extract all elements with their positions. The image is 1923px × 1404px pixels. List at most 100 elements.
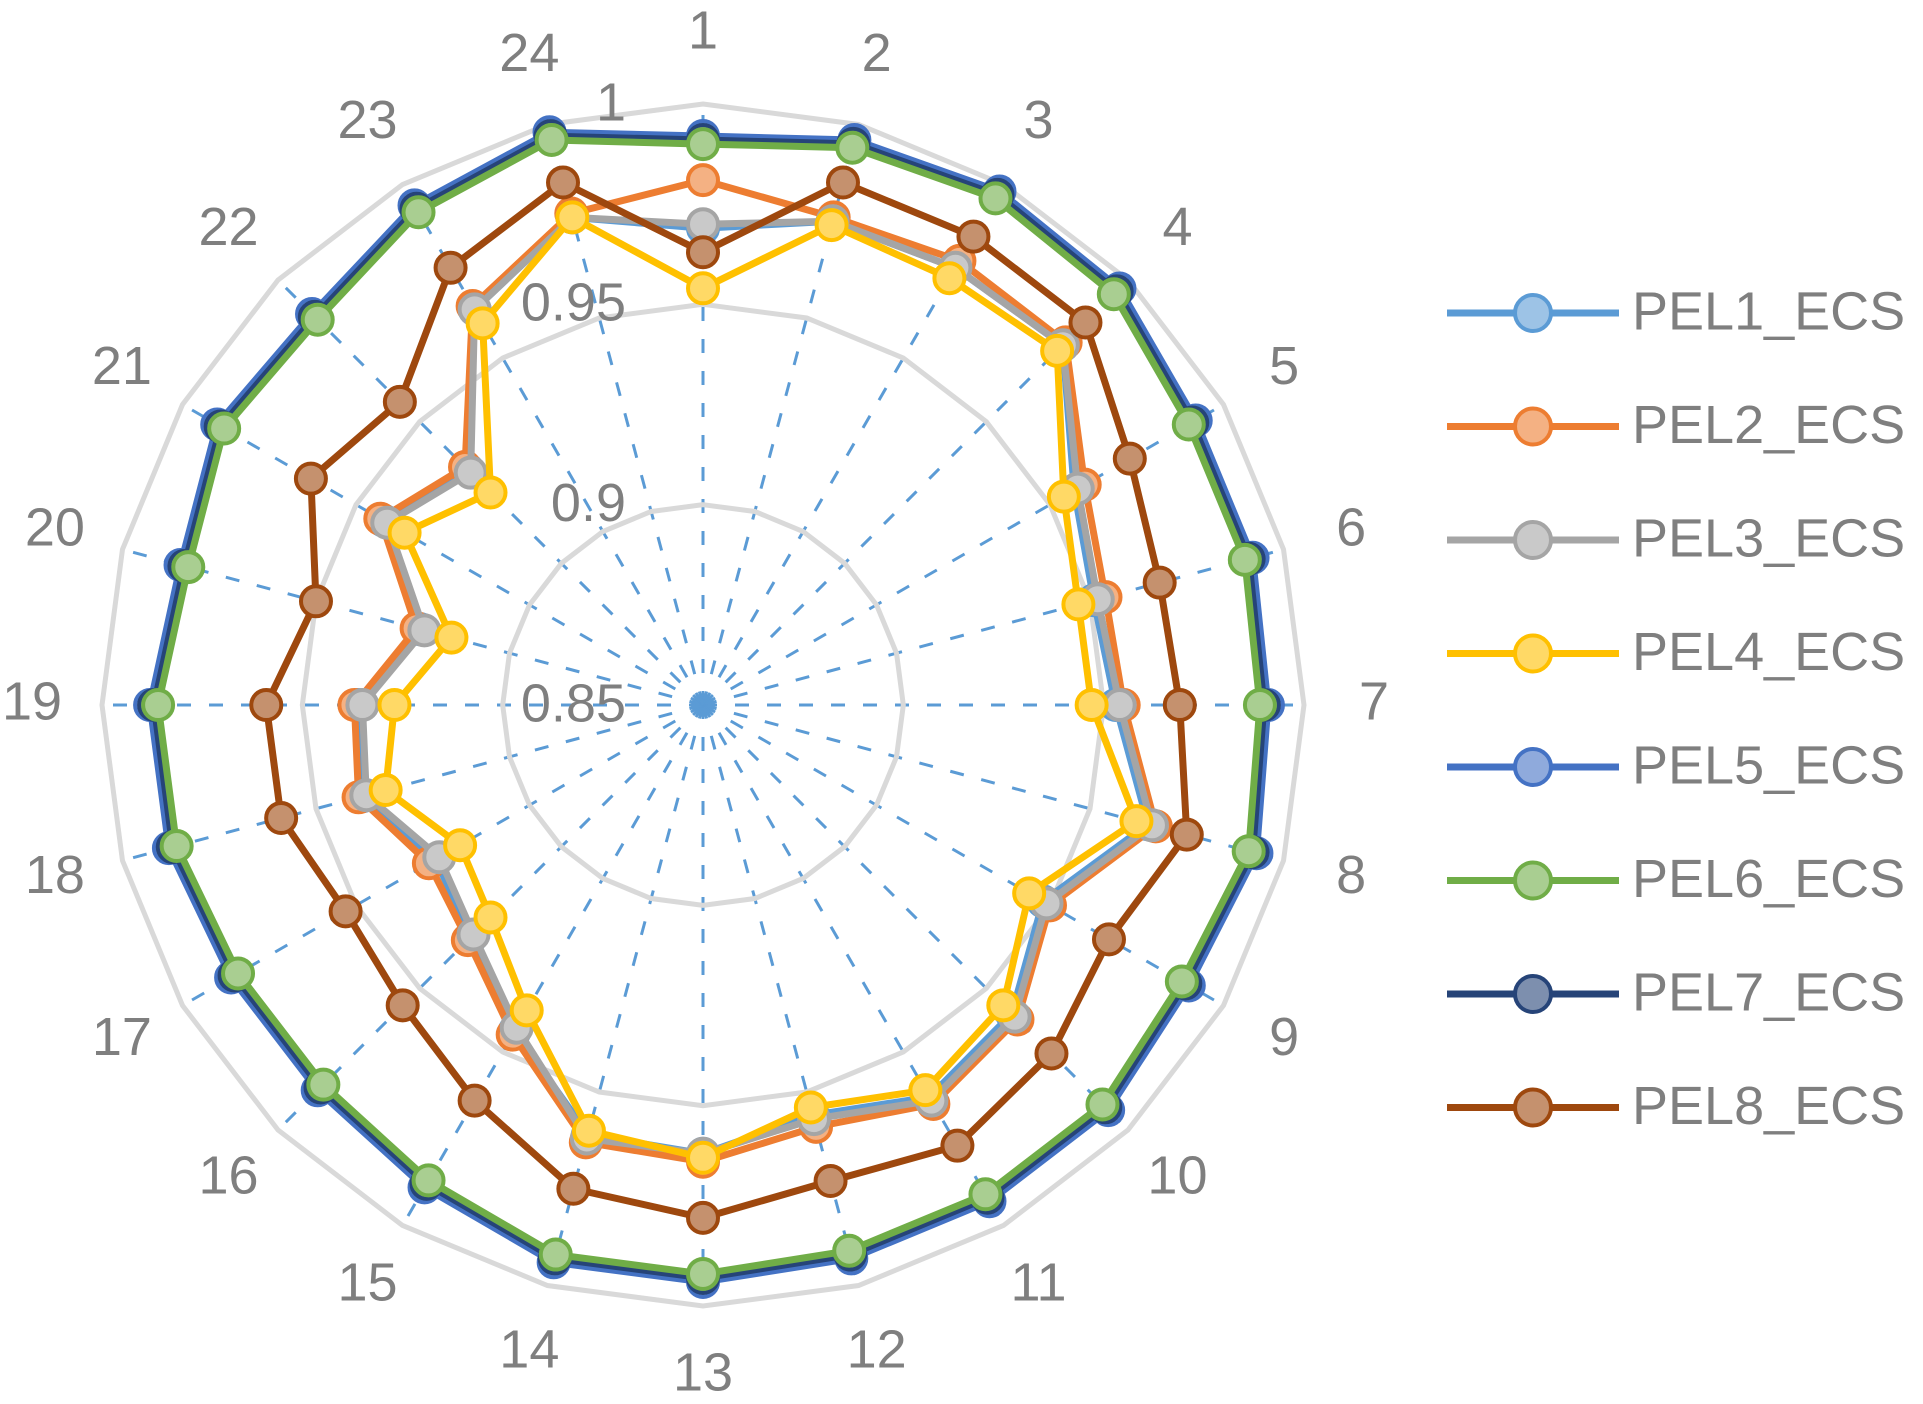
spoke: [401, 704, 705, 1227]
series-marker: [534, 122, 569, 157]
category-label: 14: [499, 1319, 559, 1379]
series-marker: [686, 1140, 720, 1175]
series-marker: [159, 829, 194, 864]
series-marker: [300, 302, 335, 337]
series-marker: [1061, 587, 1096, 622]
spoke: [702, 403, 1225, 707]
series-marker: [686, 235, 720, 270]
series-marker: [1012, 876, 1047, 911]
series-marker: [368, 773, 403, 808]
spoke: [181, 403, 704, 707]
r-tick-label: 0.9: [551, 473, 626, 533]
series-marker: [1091, 922, 1126, 957]
category-label: 9: [1269, 1007, 1299, 1067]
series-marker: [686, 1200, 720, 1235]
category-label: 5: [1269, 336, 1299, 396]
series-marker: [433, 250, 468, 285]
spoke: [701, 183, 1005, 706]
series-marker: [453, 455, 488, 490]
legend-marker: [1513, 293, 1553, 333]
legend-label: PEL6_ECS: [1632, 849, 1905, 909]
series-marker: [940, 1128, 975, 1163]
series-marker: [457, 1083, 492, 1118]
category-label: 22: [198, 197, 258, 257]
series-marker: [686, 163, 720, 198]
series-marker: [1040, 333, 1075, 368]
series-marker: [473, 475, 508, 510]
category-label: 17: [92, 1007, 152, 1067]
series-marker: [1231, 834, 1266, 869]
spoke: [702, 703, 1225, 1007]
series-marker: [1162, 688, 1197, 722]
spoke: [701, 278, 1130, 707]
series-marker: [556, 1171, 591, 1206]
series-marker: [411, 1163, 446, 1198]
r-tick-label: 0.95: [521, 273, 626, 333]
category-label: 6: [1336, 498, 1366, 558]
series-marker: [932, 261, 967, 296]
spoke: [701, 124, 860, 706]
r-tick-label: 0.85: [521, 673, 626, 733]
category-label: 23: [337, 90, 397, 150]
legend-marker: [1513, 520, 1553, 560]
grid-ring: [500, 502, 906, 908]
series-marker: [968, 1177, 1003, 1212]
spoke: [546, 124, 705, 706]
category-label: 24: [499, 23, 559, 83]
r-tick-label: 1: [596, 72, 626, 132]
series-marker: [686, 1256, 720, 1291]
category-label: 18: [25, 845, 85, 905]
series-marker: [1112, 441, 1147, 476]
series-marker: [956, 219, 991, 254]
spoke: [701, 703, 1130, 1132]
series-marker: [1074, 688, 1109, 722]
series-marker: [835, 130, 870, 165]
series-marker: [986, 988, 1021, 1023]
series-marker: [1068, 305, 1103, 340]
series-marker: [555, 200, 590, 235]
legend-marker: [1513, 747, 1553, 787]
series-marker: [814, 208, 849, 243]
category-label: 13: [673, 1342, 733, 1402]
legend-marker: [1513, 974, 1553, 1014]
category-label: 11: [1010, 1252, 1066, 1312]
category-label: 3: [1023, 90, 1053, 150]
series-marker: [1164, 964, 1199, 999]
series-marker: [306, 1067, 341, 1102]
legend-marker: [1513, 633, 1553, 674]
series-marker: [249, 688, 284, 722]
series-marker: [141, 688, 176, 722]
spoke: [702, 548, 1284, 707]
series-marker: [473, 900, 508, 935]
legend-label: PEL7_ECS: [1632, 962, 1905, 1022]
legend-marker: [1513, 860, 1553, 901]
spoke: [122, 703, 704, 862]
series-marker: [1102, 688, 1137, 722]
series-marker: [1171, 407, 1206, 442]
spoke: [401, 183, 705, 706]
spoke: [701, 704, 860, 1286]
series-marker: [1034, 1036, 1069, 1071]
category-label: 10: [1147, 1146, 1207, 1206]
series-marker: [1046, 479, 1081, 514]
series-marker: [443, 828, 478, 863]
series-marker: [1242, 688, 1277, 722]
series-marker: [385, 988, 420, 1023]
series-marker: [825, 165, 860, 200]
series-marker: [571, 1113, 606, 1148]
series-marker: [1085, 1087, 1120, 1122]
series-marker: [686, 127, 720, 162]
series-marker: [509, 993, 544, 1028]
category-label: 21: [92, 336, 152, 396]
spoke: [546, 704, 705, 1286]
grid-ring: [99, 101, 1307, 1309]
series-marker: [328, 894, 363, 929]
series-marker: [1227, 542, 1262, 577]
series-marker: [908, 1073, 943, 1108]
legend-label: PEL8_ECS: [1632, 1076, 1905, 1136]
series-marker: [171, 550, 206, 585]
category-label: 15: [337, 1252, 397, 1312]
category-label: 12: [847, 1319, 907, 1379]
series-marker: [538, 1237, 573, 1272]
legend-marker: [1513, 406, 1553, 447]
